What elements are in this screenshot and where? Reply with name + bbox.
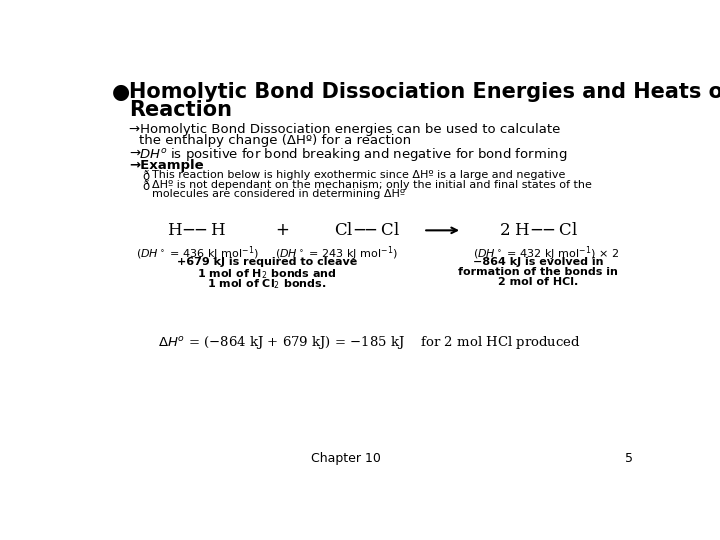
Text: ($\mathit{DH^\circ}$ = 243 kJ mol$^{-1}$): ($\mathit{DH^\circ}$ = 243 kJ mol$^{-1}$… xyxy=(275,244,398,263)
Text: ●: ● xyxy=(112,82,130,102)
Text: molecules are considered in determining ΔHº: molecules are considered in determining … xyxy=(152,189,405,199)
Text: H$\mathsf{-\!\!-}$H: H$\mathsf{-\!\!-}$H xyxy=(167,222,227,239)
Text: ΔHº is not dependant on the mechanism; only the initial and final states of the: ΔHº is not dependant on the mechanism; o… xyxy=(152,179,592,190)
Text: 2 H$\mathsf{-\!\!-}$Cl: 2 H$\mathsf{-\!\!-}$Cl xyxy=(498,222,577,239)
Text: ($\mathit{DH^\circ}$ = 436 kJ mol$^{-1}$): ($\mathit{DH^\circ}$ = 436 kJ mol$^{-1}$… xyxy=(135,244,258,263)
Text: ð: ð xyxy=(143,179,150,193)
Text: 2 mol of HCl.: 2 mol of HCl. xyxy=(498,278,578,287)
Text: 1 mol of Cl$_2$ bonds.: 1 mol of Cl$_2$ bonds. xyxy=(207,278,326,291)
Text: the enthalpy change (ΔHº) for a reaction: the enthalpy change (ΔHº) for a reaction xyxy=(139,134,411,147)
Text: −864 kJ is evolved in: −864 kJ is evolved in xyxy=(473,257,603,267)
Text: $\mathit{DH^o}$ is positive for bond breaking and negative for bond forming: $\mathit{DH^o}$ is positive for bond bre… xyxy=(139,146,567,164)
Text: $\Delta\mathit{H^o}$ = ($-$864 kJ + 679 kJ) = $-$185 kJ    for 2 mol HCl produce: $\Delta\mathit{H^o}$ = ($-$864 kJ + 679 … xyxy=(158,334,580,352)
Text: +: + xyxy=(275,221,289,239)
Text: ($\mathit{DH^\circ}$ = 432 kJ mol$^{-1}$) $\times$ 2: ($\mathit{DH^\circ}$ = 432 kJ mol$^{-1}$… xyxy=(473,244,618,263)
Text: 5: 5 xyxy=(624,452,632,465)
Text: ð: ð xyxy=(143,170,150,183)
Text: →Example: →Example xyxy=(129,159,203,172)
Text: Homolytic Bond Dissociation Energies and Heats of: Homolytic Bond Dissociation Energies and… xyxy=(129,82,720,102)
Text: +679 kJ is required to cleave: +679 kJ is required to cleave xyxy=(176,257,357,267)
Text: →Homolytic Bond Dissociation energies can be used to calculate: →Homolytic Bond Dissociation energies ca… xyxy=(129,123,560,136)
Text: Reaction: Reaction xyxy=(129,100,232,120)
Text: This reaction below is highly exothermic since ΔHº is a large and negative: This reaction below is highly exothermic… xyxy=(152,170,565,179)
Text: Cl$\mathsf{-\!\!-}$Cl: Cl$\mathsf{-\!\!-}$Cl xyxy=(334,222,401,239)
Text: 1 mol of H$_2$ bonds and: 1 mol of H$_2$ bonds and xyxy=(197,267,337,281)
Text: formation of the bonds in: formation of the bonds in xyxy=(458,267,618,278)
Text: →: → xyxy=(129,146,140,159)
Text: Chapter 10: Chapter 10 xyxy=(311,452,381,465)
